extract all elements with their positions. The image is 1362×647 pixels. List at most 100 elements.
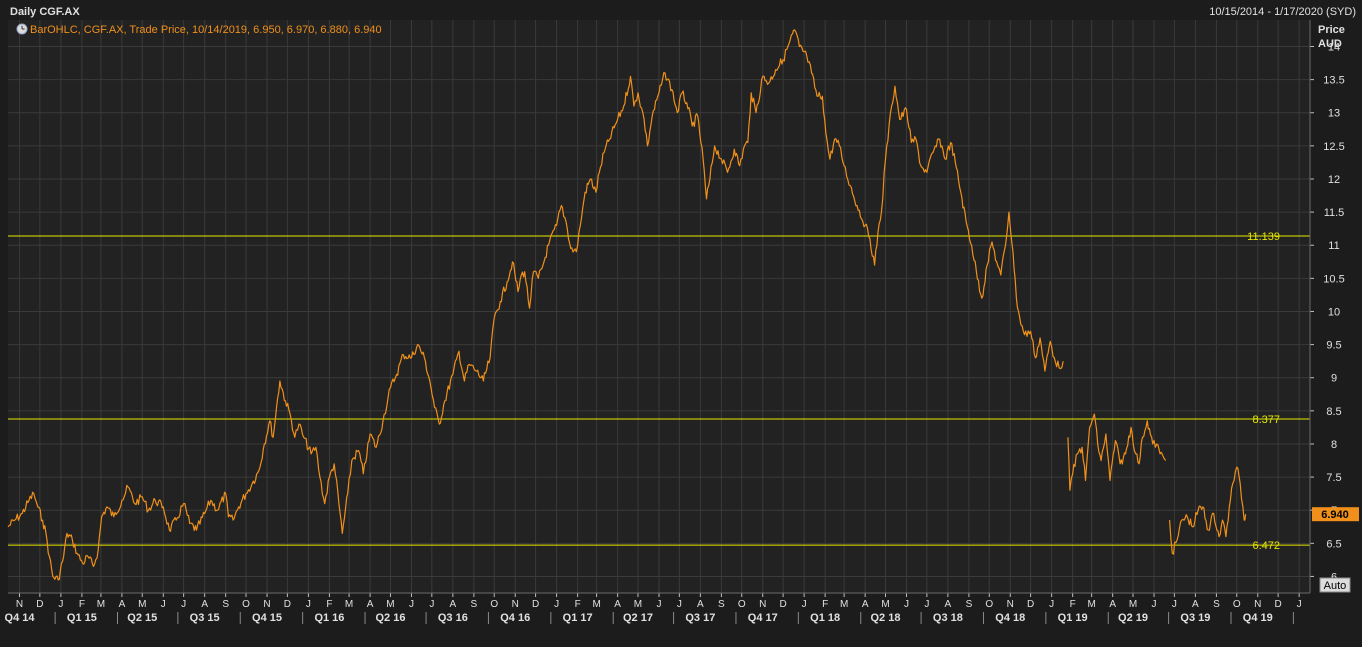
last-price-tag: 6.940	[1312, 507, 1359, 522]
month-tick-label: J	[1049, 599, 1054, 610]
month-tick-label: S	[966, 599, 973, 610]
quarter-label: Q1 16	[314, 612, 344, 624]
month-tick-label: N	[263, 599, 270, 610]
quarter-label: Q2 15	[127, 612, 157, 624]
price-line-segment	[7, 29, 1064, 581]
month-tick-label: N	[1007, 599, 1014, 610]
month-tick-label: J	[1297, 599, 1302, 610]
level-label: 11.139	[1247, 231, 1280, 243]
month-tick-label: N	[512, 599, 519, 610]
quarter-label: Q3 19	[1180, 612, 1210, 624]
month-tick-label: F	[79, 599, 85, 610]
y-tick-label: 14	[1328, 41, 1340, 53]
chart-title: Daily CGF.AX	[10, 6, 80, 18]
month-tick-label: S	[718, 599, 725, 610]
date-range: 10/15/2014 - 1/17/2020 (SYD)	[1209, 6, 1356, 18]
quarter-label: Q3 16	[438, 612, 468, 624]
month-tick-label: O	[985, 599, 993, 610]
month-tick-label: F	[575, 599, 581, 610]
month-tick-label: D	[36, 599, 43, 610]
month-tick-label: A	[1109, 599, 1116, 610]
month-tick-label: J	[58, 599, 63, 610]
month-tick-label: D	[1027, 599, 1034, 610]
month-tick-label: J	[1172, 599, 1177, 610]
quarter-label: Q2 18	[871, 612, 901, 624]
y-tick-label: 12	[1328, 174, 1340, 186]
month-tick-label: N	[759, 599, 766, 610]
month-tick-label: J	[306, 599, 311, 610]
legend-text[interactable]: BarOHLC, CGF.AX, Trade Price, 10/14/2019…	[30, 24, 382, 36]
month-tick-label: S	[1213, 599, 1220, 610]
month-tick-label: J	[181, 599, 186, 610]
level-label: 6.472	[1252, 540, 1280, 552]
quarter-label: Q3 18	[933, 612, 963, 624]
month-tick-label: A	[945, 599, 952, 610]
month-tick-label: M	[881, 599, 889, 610]
month-tick-label: M	[1087, 599, 1095, 610]
y-tick-label: 13.5	[1323, 75, 1344, 87]
price-line-segment	[1169, 466, 1247, 555]
y-tick-label: 6	[1331, 571, 1337, 583]
auto-scale-label: Auto	[1324, 580, 1347, 592]
month-tick-label: M	[345, 599, 353, 610]
quarter-label: Q4 14	[5, 612, 36, 624]
quarter-label: Q4 16	[500, 612, 530, 624]
month-tick-label: O	[242, 599, 250, 610]
y-tick-label: 13	[1328, 108, 1340, 120]
last-price-box	[1312, 507, 1359, 522]
y-tick-label: 11	[1328, 240, 1339, 252]
month-tick-label: J	[657, 599, 662, 610]
month-tick-label: D	[532, 599, 539, 610]
month-tick-label: A	[201, 599, 208, 610]
month-tick-label: M	[1129, 599, 1137, 610]
month-tick-label: D	[284, 599, 291, 610]
month-tick-label: S	[222, 599, 229, 610]
month-tick-label: A	[614, 599, 621, 610]
month-tick-label: A	[1192, 599, 1199, 610]
month-tick-label: A	[119, 599, 126, 610]
level-label: 8.377	[1252, 414, 1280, 426]
y-tick-label: 9	[1331, 373, 1337, 385]
quarter-label: Q4 17	[748, 612, 778, 624]
month-tick-label: M	[840, 599, 848, 610]
month-tick-label: S	[471, 599, 478, 610]
month-tick-label: J	[409, 599, 414, 610]
y-axis[interactable]: 66.577.588.599.51010.51111.51212.51313.5…	[1309, 20, 1345, 593]
month-tick-label: J	[904, 599, 909, 610]
clock-icon[interactable]	[16, 23, 28, 35]
month-tick-label: F	[1070, 599, 1076, 610]
month-tick-label: M	[386, 599, 394, 610]
y-tick-label: 7.5	[1326, 472, 1341, 484]
quarter-label: Q4 15	[252, 612, 282, 624]
price-line-segment	[1067, 413, 1167, 491]
month-tick-label: A	[450, 599, 457, 610]
quarter-label: Q1 18	[810, 612, 840, 624]
month-tick-label: O	[738, 599, 746, 610]
price-series	[7, 29, 1247, 581]
month-tick-label: N	[16, 599, 23, 610]
horizontal-levels: 11.139 8.377 6.472	[8, 231, 1310, 552]
y-axis-title-line2: AUD	[1318, 38, 1342, 50]
month-tick-label: A	[697, 599, 704, 610]
quarter-label: Q2 16	[375, 612, 405, 624]
month-tick-label: J	[924, 599, 929, 610]
month-tick-label: J	[802, 599, 807, 610]
quarter-label: Q3 17	[685, 612, 715, 624]
quarter-label: Q1 17	[563, 612, 593, 624]
month-tick-label: M	[138, 599, 146, 610]
auto-scale-button[interactable]: Auto	[1319, 577, 1351, 593]
y-tick-label: 10.5	[1323, 273, 1344, 285]
quarter-label: Q4 18	[995, 612, 1025, 624]
month-tick-label: O	[1233, 599, 1241, 610]
y-tick-label: 9.5	[1326, 340, 1341, 352]
month-tick-label: D	[1275, 599, 1282, 610]
last-price-label: 6.940	[1321, 509, 1349, 521]
month-tick-label: J	[554, 599, 559, 610]
y-tick-label: 8	[1331, 439, 1337, 451]
quarter-label: Q1 19	[1058, 612, 1088, 624]
month-tick-label: F	[326, 599, 332, 610]
month-tick-label: O	[490, 599, 498, 610]
quarter-label: Q2 17	[623, 612, 653, 624]
